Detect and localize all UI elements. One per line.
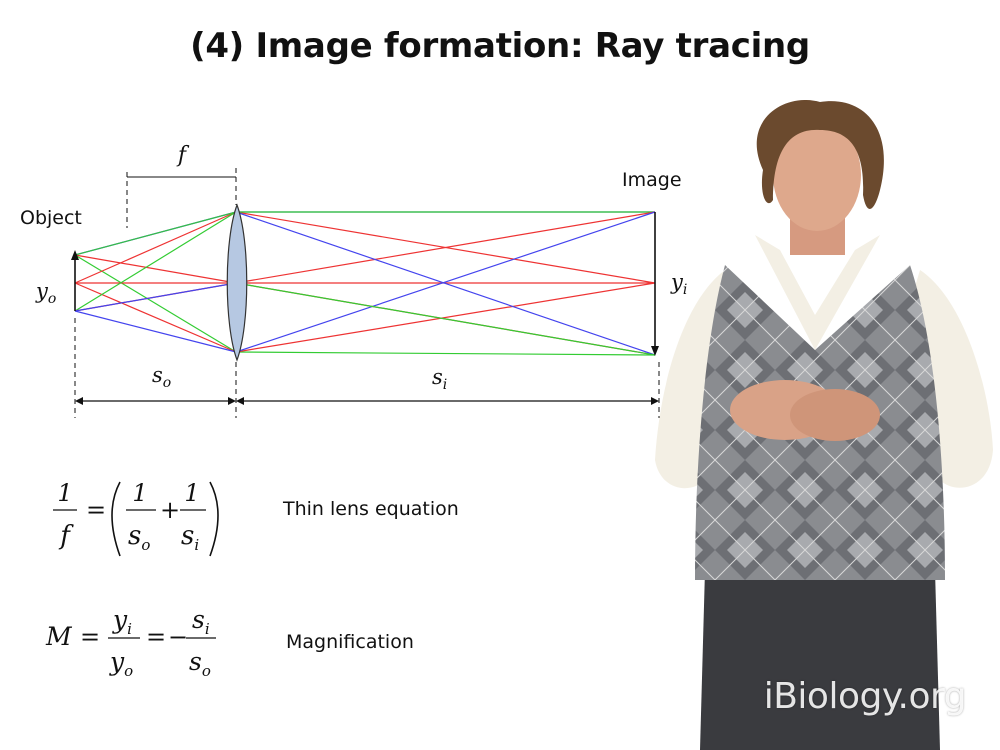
ibiology-watermark: iBiology.org [763, 676, 967, 717]
plus-sign: + [160, 496, 180, 524]
ray-blue [74, 282, 237, 312]
object-label: Object [20, 207, 82, 229]
ray-blue [235, 211, 656, 356]
so-denominator: so [189, 647, 211, 680]
term2-denominator: si [181, 521, 199, 554]
ray-green [74, 211, 237, 256]
object-arrowhead [71, 250, 79, 260]
face [773, 119, 861, 231]
ray-red [74, 254, 237, 284]
lhs-denominator: f [58, 521, 74, 551]
ray-green [235, 351, 656, 356]
shirt-collar [755, 235, 880, 350]
so-arrowhead-right [228, 397, 236, 405]
hair [756, 100, 884, 209]
si-arrowhead-right [651, 397, 659, 405]
image-distance-label: si [432, 365, 447, 393]
lhs-numerator: 1 [57, 479, 72, 507]
yi-numerator: yi [112, 605, 132, 638]
magnification-label: Magnification [286, 631, 414, 653]
si-arrowhead-left [236, 397, 244, 405]
slide-title: (4) Image formation: Ray tracing [190, 26, 810, 66]
ray-red [74, 211, 237, 284]
rays-from-object-axis [74, 211, 656, 353]
thin-lens-equation: 1 f = 1 so + 1 si [53, 479, 219, 557]
hands [790, 389, 880, 441]
right-paren [209, 481, 219, 557]
image-height-label: yi [670, 270, 687, 298]
term2-numerator: 1 [184, 479, 199, 507]
ray-blue [235, 211, 656, 353]
so-arrowhead-left [75, 397, 83, 405]
image-label: Image [622, 169, 682, 191]
equals-sign: = [80, 623, 100, 651]
thin-lens-label: Thin lens equation [283, 498, 459, 520]
ray-green [74, 211, 237, 312]
magnification-symbol: M [45, 622, 73, 651]
ray-blue [74, 310, 237, 353]
object-distance-label: so [152, 363, 171, 391]
image-arrowhead [651, 346, 659, 356]
lens [226, 203, 248, 362]
minus-sign: − [168, 623, 188, 651]
si-numerator: si [192, 605, 210, 638]
equals-sign: = [146, 623, 166, 651]
yo-denominator: yo [109, 647, 133, 680]
focal-label: f [176, 143, 190, 168]
trousers [700, 570, 940, 750]
ray-red [235, 211, 656, 284]
ray-green [235, 282, 656, 356]
left-paren [111, 481, 121, 557]
object-height-label: yo [35, 279, 56, 307]
presenter-figure [655, 100, 993, 750]
term1-denominator: so [128, 521, 150, 554]
ray-red [235, 282, 656, 353]
equals-sign: = [86, 496, 106, 524]
magnification-equation: M = yi yo = − si so [45, 605, 216, 680]
ray-diagram: f Object Image yo yi so si [20, 143, 687, 418]
term1-numerator: 1 [132, 479, 147, 507]
right-arm [905, 270, 993, 488]
